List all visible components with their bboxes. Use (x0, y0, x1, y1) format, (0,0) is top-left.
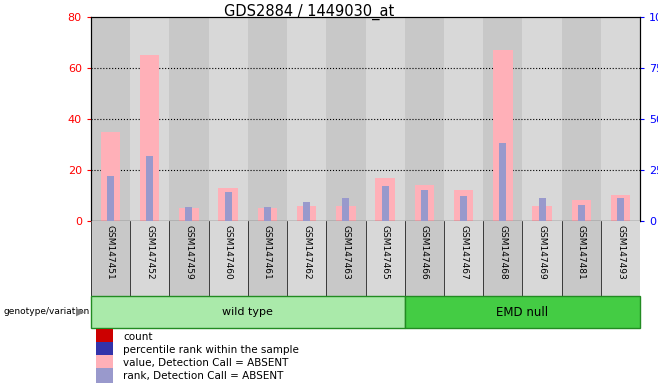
Bar (342, 199, 349, 221)
Bar (107, 176, 114, 221)
Bar (499, 144, 507, 221)
Text: GSM147462: GSM147462 (302, 225, 311, 279)
Bar (405, 17, 444, 221)
Bar (562, 221, 601, 296)
Bar (224, 192, 232, 221)
Bar (179, 208, 199, 221)
Bar (91, 296, 405, 328)
Text: ▶: ▶ (76, 307, 84, 317)
Bar (601, 17, 640, 221)
Bar (130, 221, 169, 296)
Bar (248, 221, 287, 296)
Bar (248, 17, 287, 221)
Text: value, Detection Call = ABSENT: value, Detection Call = ABSENT (123, 358, 288, 367)
Bar (96, 355, 113, 371)
Text: GSM147493: GSM147493 (616, 225, 625, 279)
Bar (303, 202, 310, 221)
Bar (91, 221, 130, 296)
Bar (264, 207, 271, 221)
Bar (91, 17, 130, 221)
Bar (421, 190, 428, 221)
Bar (444, 17, 483, 221)
Text: GSM147459: GSM147459 (184, 225, 193, 279)
Bar (415, 185, 434, 221)
Text: percentile rank within the sample: percentile rank within the sample (123, 345, 299, 355)
Text: wild type: wild type (222, 307, 273, 317)
Text: GSM147465: GSM147465 (380, 225, 390, 279)
Text: GDS2884 / 1449030_at: GDS2884 / 1449030_at (224, 4, 394, 20)
Bar (375, 177, 395, 221)
Bar (326, 221, 366, 296)
Bar (257, 208, 277, 221)
Text: genotype/variation: genotype/variation (3, 308, 89, 316)
Text: GSM147451: GSM147451 (106, 225, 115, 279)
Bar (382, 186, 389, 221)
Bar (96, 329, 113, 344)
Bar (617, 199, 624, 221)
Bar (460, 196, 467, 221)
Text: rank, Detection Call = ABSENT: rank, Detection Call = ABSENT (123, 371, 283, 381)
Bar (96, 368, 113, 383)
Text: GSM147460: GSM147460 (224, 225, 233, 279)
Bar (169, 17, 209, 221)
Bar (96, 342, 113, 358)
Text: GSM147466: GSM147466 (420, 225, 429, 279)
Bar (601, 221, 640, 296)
Bar (405, 221, 444, 296)
Bar (146, 156, 153, 221)
Bar (366, 221, 405, 296)
Bar (483, 221, 522, 296)
Text: count: count (123, 332, 153, 342)
Text: GSM147469: GSM147469 (538, 225, 547, 279)
Bar (522, 17, 562, 221)
Bar (186, 207, 192, 221)
Bar (209, 221, 248, 296)
Bar (578, 205, 585, 221)
Bar (101, 132, 120, 221)
Text: GSM147467: GSM147467 (459, 225, 468, 279)
Bar (326, 17, 366, 221)
Bar (218, 188, 238, 221)
Bar (405, 296, 640, 328)
Bar (483, 17, 522, 221)
Bar (140, 55, 159, 221)
Bar (130, 17, 169, 221)
Bar (366, 17, 405, 221)
Text: GSM147463: GSM147463 (342, 225, 351, 279)
Bar (336, 205, 356, 221)
Text: GSM147468: GSM147468 (498, 225, 507, 279)
Bar (287, 17, 326, 221)
Bar (493, 50, 513, 221)
Text: GSM147452: GSM147452 (145, 225, 154, 279)
Bar (539, 199, 545, 221)
Bar (169, 221, 209, 296)
Bar (572, 200, 591, 221)
Text: GSM147481: GSM147481 (577, 225, 586, 279)
Bar (209, 17, 248, 221)
Bar (562, 17, 601, 221)
Bar (444, 221, 483, 296)
Bar (611, 195, 630, 221)
Bar (522, 221, 562, 296)
Bar (287, 221, 326, 296)
Bar (297, 205, 316, 221)
Text: GSM147461: GSM147461 (263, 225, 272, 279)
Bar (454, 190, 474, 221)
Text: EMD null: EMD null (496, 306, 549, 318)
Bar (532, 205, 552, 221)
